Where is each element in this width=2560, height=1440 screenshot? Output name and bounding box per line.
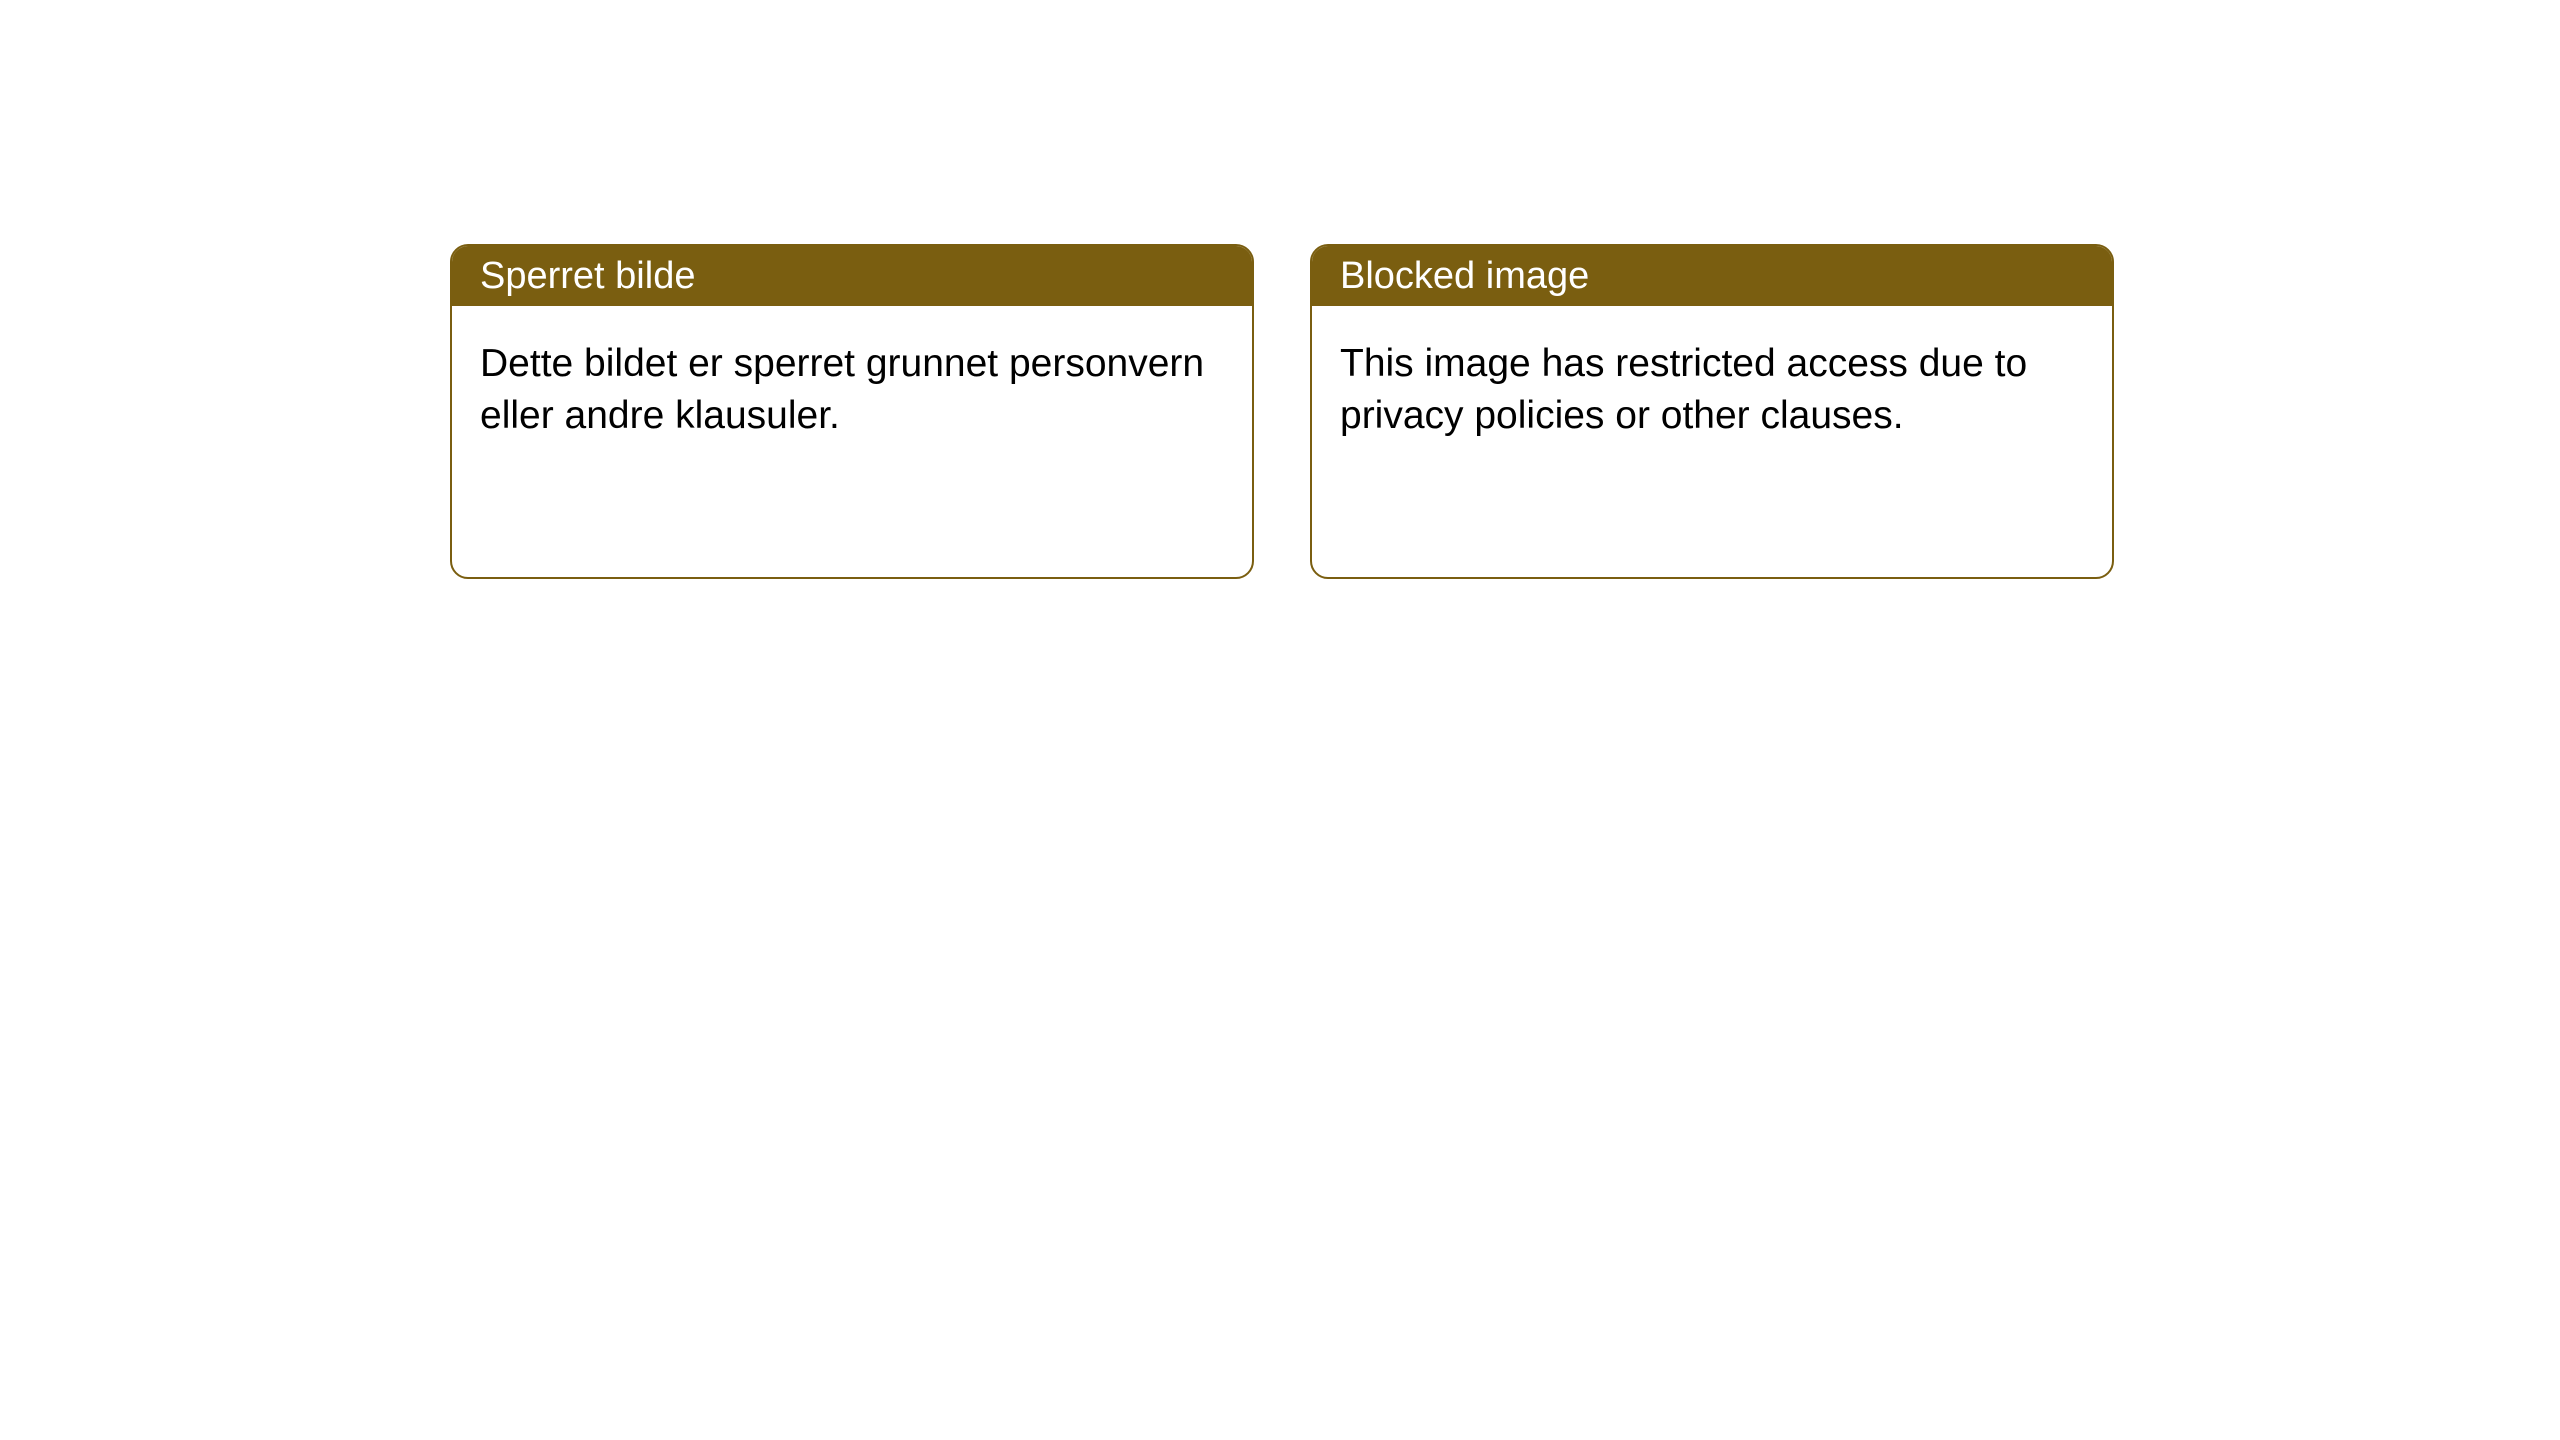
- blocked-image-card-norwegian: Sperret bilde Dette bildet er sperret gr…: [450, 244, 1254, 579]
- card-message-norwegian: Dette bildet er sperret grunnet personve…: [480, 342, 1204, 437]
- card-header-english: Blocked image: [1312, 246, 2112, 306]
- card-title-norwegian: Sperret bilde: [480, 255, 695, 298]
- card-body-norwegian: Dette bildet er sperret grunnet personve…: [452, 306, 1252, 474]
- card-header-norwegian: Sperret bilde: [452, 246, 1252, 306]
- card-body-english: This image has restricted access due to …: [1312, 306, 2112, 474]
- card-message-english: This image has restricted access due to …: [1340, 342, 2027, 437]
- notice-cards-container: Sperret bilde Dette bildet er sperret gr…: [0, 0, 2560, 579]
- blocked-image-card-english: Blocked image This image has restricted …: [1310, 244, 2114, 579]
- card-title-english: Blocked image: [1340, 255, 1589, 298]
